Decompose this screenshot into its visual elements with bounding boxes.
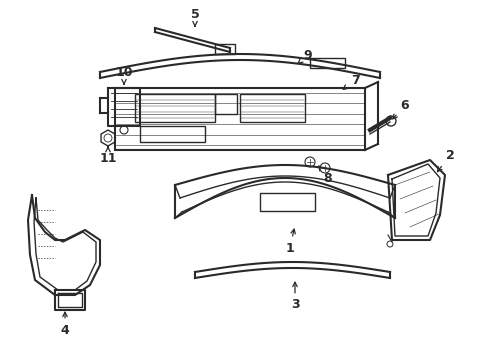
Text: 1: 1	[286, 229, 295, 255]
Text: 3: 3	[291, 282, 299, 311]
Text: 5: 5	[191, 8, 199, 26]
Text: 7: 7	[343, 73, 359, 89]
Text: 2: 2	[438, 149, 454, 172]
Text: 8: 8	[319, 166, 332, 185]
Text: 4: 4	[61, 312, 70, 337]
Bar	[215, 94, 237, 114]
Bar	[240, 94, 305, 122]
Bar	[310, 58, 345, 68]
Text: 11: 11	[99, 147, 117, 165]
Text: 6: 6	[393, 99, 409, 119]
Bar	[215, 44, 235, 54]
Bar	[135, 94, 215, 122]
Text: 9: 9	[298, 49, 312, 63]
Bar	[140, 126, 205, 142]
Text: 10: 10	[115, 66, 133, 84]
Bar	[260, 193, 315, 211]
Bar	[115, 88, 365, 150]
